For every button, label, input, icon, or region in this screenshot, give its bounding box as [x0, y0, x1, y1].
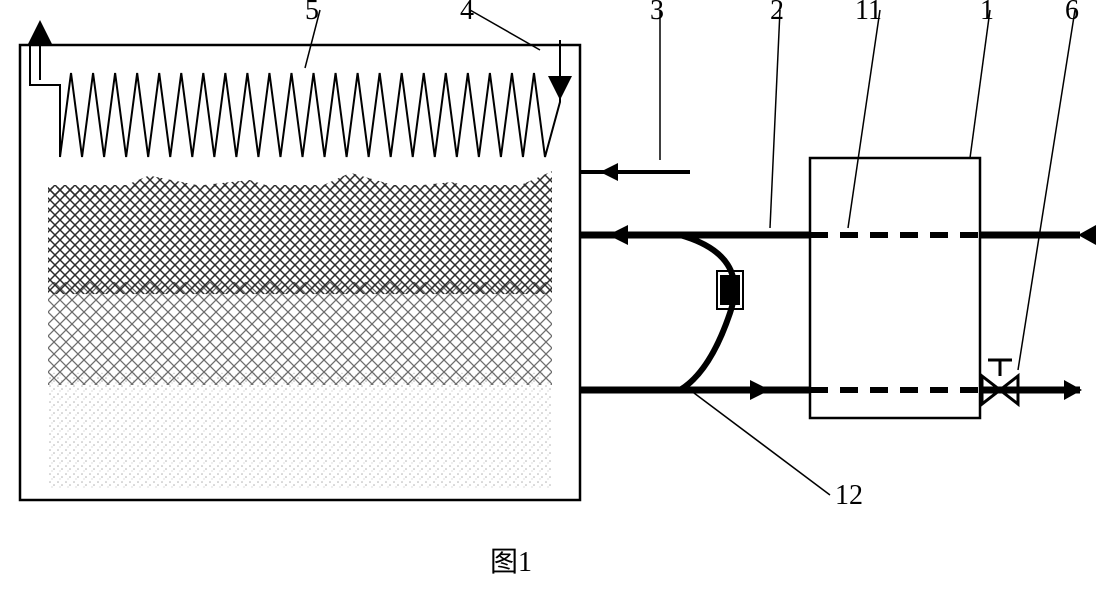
top-pipe — [580, 225, 1096, 245]
diagram-svg — [0, 0, 1100, 590]
label-11: 11 — [855, 0, 882, 27]
label-5: 5 — [305, 0, 319, 27]
label-12: 12 — [835, 480, 863, 512]
air-inlet — [580, 163, 690, 181]
label-3: 3 — [650, 0, 664, 27]
label-6: 6 — [1065, 0, 1079, 27]
label-4: 4 — [460, 0, 474, 27]
control-box — [810, 158, 980, 418]
u-bend — [680, 235, 743, 390]
valve — [982, 360, 1018, 404]
label-1: 1 — [980, 0, 994, 27]
label-2: 2 — [770, 0, 784, 27]
caption: 图1 — [490, 540, 532, 580]
coil — [30, 40, 560, 157]
